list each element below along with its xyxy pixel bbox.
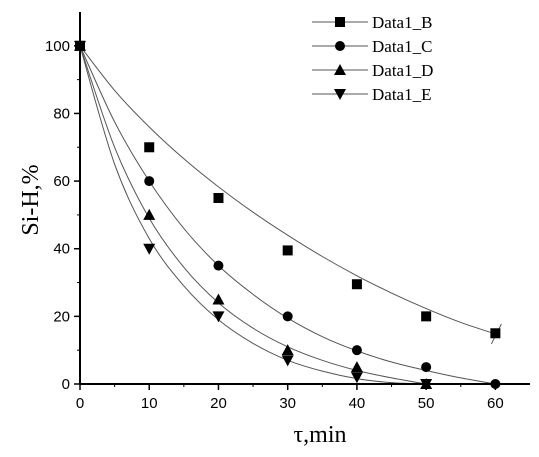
data-point-Data1_E bbox=[143, 244, 155, 255]
data-point-Data1_B bbox=[421, 311, 431, 321]
y-tick-label: 80 bbox=[53, 105, 70, 122]
y-tick-label: 20 bbox=[53, 308, 70, 325]
legend-label: Data1_B bbox=[372, 13, 432, 32]
data-point-Data1_C bbox=[144, 176, 154, 186]
legend-marker bbox=[335, 41, 345, 51]
fit-lines bbox=[80, 46, 501, 384]
data-point-Data1_C bbox=[213, 261, 223, 271]
data-point-Data1_E bbox=[282, 355, 294, 366]
legend: Data1_B Data1_C Data1_D Data1_E bbox=[312, 13, 433, 104]
data-point-Data1_E bbox=[212, 311, 224, 322]
fit-line-Data1_C bbox=[80, 46, 495, 384]
x-tick-label: 10 bbox=[141, 395, 158, 412]
data-point-Data1_B bbox=[283, 245, 293, 255]
x-tick-label: 40 bbox=[349, 395, 366, 412]
legend-label: Data1_C bbox=[372, 37, 432, 56]
ticks: 0 10 20 30 40 50 60 0 20 40 60 80 100 bbox=[45, 38, 504, 412]
legend-label: Data1_E bbox=[372, 85, 431, 104]
x-tick-label: 60 bbox=[487, 395, 504, 412]
data-point-Data1_D bbox=[282, 344, 294, 355]
data-point-Data1_C bbox=[421, 362, 431, 372]
data-point-Data1_B bbox=[213, 193, 223, 203]
y-axis-title: Si-H,% bbox=[18, 164, 44, 235]
x-tick-label: 0 bbox=[76, 395, 84, 412]
data-point-Data1_C bbox=[352, 345, 362, 355]
data-point-Data1_B bbox=[352, 279, 362, 289]
y-tick-label: 60 bbox=[53, 173, 70, 190]
data-point-Data1_C bbox=[283, 311, 293, 321]
fit-line-Data1_B bbox=[80, 46, 495, 334]
data-point-Data1_B bbox=[144, 142, 154, 152]
y-tick-label: 40 bbox=[53, 241, 70, 258]
legend-label: Data1_D bbox=[372, 61, 433, 80]
x-tick-label: 30 bbox=[279, 395, 296, 412]
data-point-Data1_D bbox=[351, 361, 363, 372]
x-axis-title: τ,min bbox=[294, 422, 347, 448]
markers bbox=[74, 40, 500, 390]
y-tick-label: 0 bbox=[62, 376, 70, 393]
data-point-Data1_B bbox=[490, 328, 500, 338]
y-tick-label: 100 bbox=[45, 38, 70, 55]
x-tick-label: 50 bbox=[418, 395, 435, 412]
legend-marker bbox=[335, 17, 345, 27]
x-tick-label: 20 bbox=[210, 395, 227, 412]
